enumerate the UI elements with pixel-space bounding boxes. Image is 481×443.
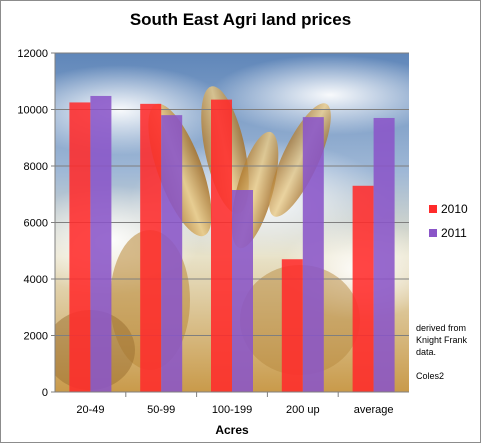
- x-tick-label: 50-99: [147, 404, 175, 416]
- x-tick-label: 200 up: [286, 404, 320, 416]
- y-tick-label: 6000: [24, 218, 48, 230]
- legend: 2010 2011: [429, 202, 468, 240]
- bar-2010-20-49: [69, 102, 91, 392]
- x-tick-label: average: [354, 404, 394, 416]
- y-tick-label: 2000: [24, 331, 48, 343]
- bar-2011-20-49: [90, 95, 112, 392]
- bar-2011-100-199: [232, 190, 253, 392]
- note-author: Coles2: [416, 371, 445, 381]
- legend-item-2011: 2011: [429, 226, 467, 240]
- bar-2011-200 up: [302, 117, 324, 392]
- note-line: derived from: [416, 323, 467, 333]
- chart-title: South East Agri land prices: [129, 10, 352, 29]
- bar-2010-average: [352, 185, 374, 392]
- bar-2010-50-99: [140, 103, 162, 392]
- legend-swatch-2010: [429, 205, 437, 213]
- legend-label-2011: 2011: [441, 226, 467, 240]
- note-line: data.: [416, 347, 437, 357]
- bar-2010-100-199: [211, 99, 232, 393]
- y-tick-label: 0: [42, 387, 48, 399]
- bars: [69, 95, 395, 393]
- legend-item-2010: 2010: [429, 202, 468, 216]
- y-tick-label: 10000: [17, 105, 48, 117]
- source-note: derived from Knight Frank data. Coles2: [416, 322, 478, 382]
- bar-2011-average: [373, 117, 395, 392]
- axes: 0 2000 4000 6000 8000 10000 12000 20-49 50-99 100…: [17, 48, 409, 416]
- bar-2011-50-99: [161, 115, 183, 393]
- y-tick-label: 12000: [17, 48, 48, 60]
- legend-swatch-2011: [429, 229, 437, 237]
- y-tick-label: 4000: [24, 274, 48, 286]
- x-axis-title: Acres: [215, 423, 249, 437]
- x-tick-label: 100-199: [212, 404, 252, 416]
- note-line: Knight Frank: [416, 335, 468, 345]
- legend-label-2010: 2010: [441, 202, 468, 216]
- bar-2010-200 up: [281, 259, 303, 392]
- y-tick-label: 8000: [24, 161, 48, 173]
- x-tick-label: 20-49: [76, 404, 104, 416]
